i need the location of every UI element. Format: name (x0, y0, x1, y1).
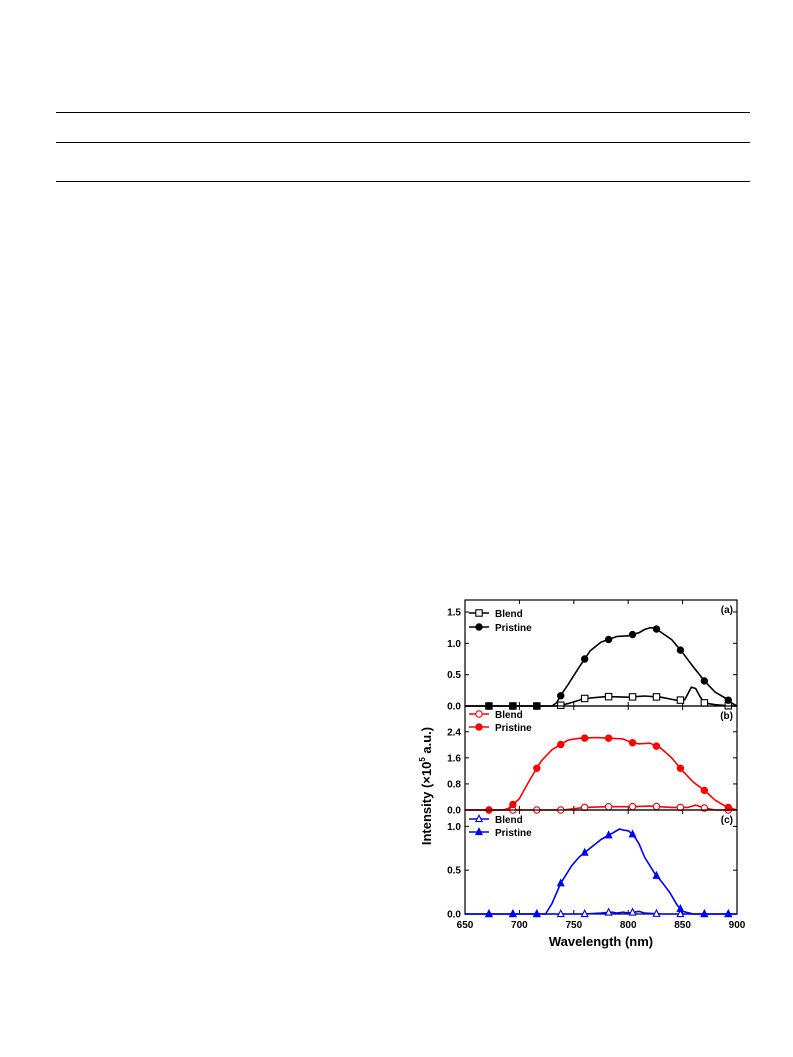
data-point-blend (652, 908, 661, 917)
data-point-pristine (508, 909, 517, 918)
legend-marker (474, 813, 484, 823)
data-point-blend (700, 699, 709, 707)
data-point-pristine (580, 655, 589, 663)
series-line-pristine (465, 626, 738, 707)
data-point-blend (628, 907, 637, 916)
spectra-chart: Intensity (×105 a.u.) Wavelength (nm) 0.… (418, 599, 746, 949)
panel-frame (464, 809, 738, 915)
y-tick-label: 1.5 (447, 608, 461, 619)
data-point-blend (628, 693, 637, 701)
series-line-blend (465, 910, 737, 915)
x-tick-label: 900 (729, 920, 746, 931)
y-tick-label: 0.5 (447, 670, 461, 681)
data-point-blend (652, 802, 661, 811)
y-tick-label: 0.0 (447, 702, 461, 713)
legend-label: Pristine (495, 623, 532, 634)
data-point-pristine (484, 909, 493, 918)
data-point-blend (580, 908, 589, 918)
data-point-pristine (580, 847, 589, 856)
table-dash (576, 142, 622, 143)
data-point-pristine (532, 909, 541, 918)
data-point-blend (676, 908, 685, 918)
series-line-pristine (465, 828, 737, 915)
data-point-pristine (676, 764, 685, 772)
table-dash (124, 142, 170, 143)
data-point-pristine (604, 635, 613, 644)
y-tick-label: 1.6 (447, 753, 461, 764)
data-point-pristine (676, 904, 685, 913)
data-point-pristine (652, 742, 661, 750)
panel-label: (b) (720, 711, 733, 722)
data-point-pristine (724, 909, 733, 918)
data-point-pristine (652, 870, 661, 879)
data-point-blend (556, 701, 565, 709)
y-tick-label: 0.0 (447, 806, 461, 817)
legend-marker (475, 609, 483, 617)
data-point-pristine (700, 677, 709, 685)
data-point-pristine (700, 909, 709, 918)
table-dash (314, 142, 360, 143)
data-point-pristine (628, 739, 637, 747)
table-dash (666, 142, 712, 143)
data-point-blend (652, 693, 661, 701)
legend-marker (475, 710, 483, 718)
data-point-pristine (556, 878, 565, 887)
data-point-pristine (533, 764, 541, 772)
data-point-blend (604, 907, 613, 916)
data-point-pristine (604, 734, 613, 742)
y-tick-label: 2.4 (447, 727, 461, 738)
bottom-rule (56, 181, 750, 182)
panel-frame (464, 705, 738, 811)
data-point-blend (580, 694, 589, 703)
data-point-pristine (700, 786, 709, 795)
legend-label: Blend (495, 815, 523, 826)
data-point-pristine (628, 630, 637, 639)
data-point-pristine (557, 740, 565, 749)
x-tick-label: 650 (457, 920, 474, 931)
spectra-figure: Intensity (×105 a.u.) Wavelength (nm) 0.… (415, 590, 760, 960)
data-point-pristine (604, 830, 613, 839)
legend-label: Pristine (495, 723, 532, 734)
x-tick-label: 850 (674, 920, 691, 931)
data-point-pristine (580, 734, 589, 742)
y-tick-label: 0.8 (447, 779, 461, 790)
y-axis-label: Intensity (×105 a.u.) (418, 727, 434, 845)
data-point-pristine (509, 800, 517, 809)
legend-marker (475, 623, 483, 631)
data-point-pristine (676, 646, 685, 654)
table-dash (222, 142, 268, 143)
y-tick-label: 0.5 (447, 866, 461, 877)
data-point-pristine (652, 625, 661, 633)
data-point-blend (676, 696, 685, 704)
series-line-blend (465, 686, 737, 707)
top-rule (56, 112, 750, 113)
y-tick-label: 1.0 (447, 822, 461, 833)
legend-label: Blend (495, 609, 523, 620)
data-point-pristine (724, 696, 732, 704)
data-point-pristine (628, 829, 637, 838)
x-tick-label: 750 (565, 920, 582, 931)
legend-marker (474, 827, 484, 836)
series-line-pristine (465, 736, 738, 811)
legend-label: Blend (495, 710, 523, 721)
data-point-blend (628, 802, 637, 811)
panel-label: (c) (721, 815, 733, 826)
y-tick-label: 0.0 (447, 910, 461, 921)
x-tick-label: 800 (620, 920, 637, 931)
data-point-blend (556, 908, 565, 918)
table-dash (402, 142, 448, 143)
x-axis-label: Wavelength (nm) (549, 934, 653, 949)
y-tick-label: 1.0 (447, 639, 461, 650)
panel-label: (a) (721, 605, 733, 616)
data-point-blend (604, 802, 613, 811)
table-dash (484, 142, 530, 143)
data-point-blend (604, 692, 613, 701)
legend-marker (475, 723, 483, 731)
data-point-pristine (557, 692, 565, 700)
legend-label: Pristine (495, 828, 532, 839)
x-tick-label: 700 (511, 920, 528, 931)
